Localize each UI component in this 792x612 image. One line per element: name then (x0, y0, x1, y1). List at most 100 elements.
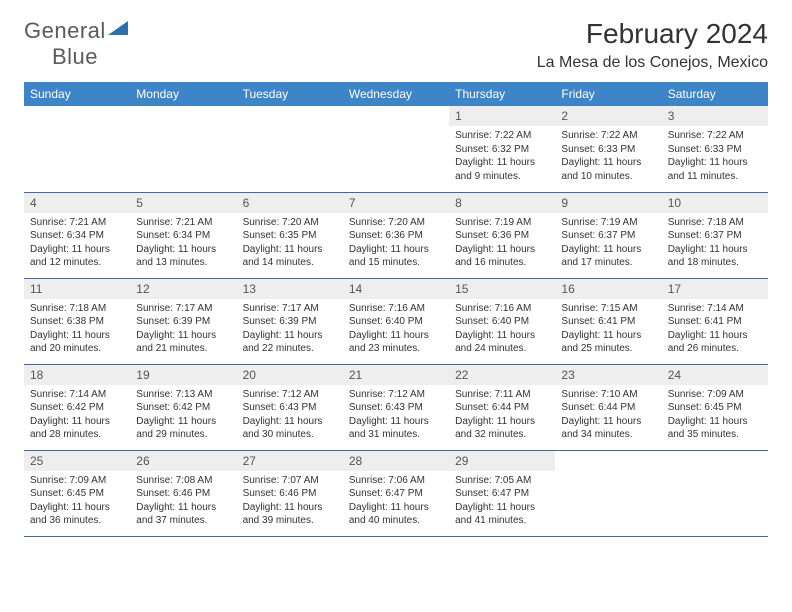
day-info: Sunrise: 7:15 AMSunset: 6:41 PMDaylight:… (555, 299, 661, 360)
sunset-text: Sunset: 6:41 PM (561, 315, 655, 329)
calendar-day-cell: 17Sunrise: 7:14 AMSunset: 6:41 PMDayligh… (662, 278, 768, 364)
daylight-text: Daylight: 11 hours and 17 minutes. (561, 243, 655, 270)
daylight-text: Daylight: 11 hours and 28 minutes. (30, 415, 124, 442)
calendar-day-cell: 8Sunrise: 7:19 AMSunset: 6:36 PMDaylight… (449, 192, 555, 278)
calendar-day-cell: 12Sunrise: 7:17 AMSunset: 6:39 PMDayligh… (130, 278, 236, 364)
calendar-week-row: 25Sunrise: 7:09 AMSunset: 6:45 PMDayligh… (24, 450, 768, 536)
day-info: Sunrise: 7:17 AMSunset: 6:39 PMDaylight:… (237, 299, 343, 360)
sunset-text: Sunset: 6:39 PM (136, 315, 230, 329)
sunset-text: Sunset: 6:40 PM (455, 315, 549, 329)
sunset-text: Sunset: 6:34 PM (30, 229, 124, 243)
sunrise-text: Sunrise: 7:11 AM (455, 388, 549, 402)
calendar-day-cell (237, 106, 343, 192)
day-info: Sunrise: 7:11 AMSunset: 6:44 PMDaylight:… (449, 385, 555, 446)
calendar-day-cell: 14Sunrise: 7:16 AMSunset: 6:40 PMDayligh… (343, 278, 449, 364)
calendar-day-cell: 13Sunrise: 7:17 AMSunset: 6:39 PMDayligh… (237, 278, 343, 364)
calendar-day-cell (555, 450, 661, 536)
header-row: General Blue February 2024 La Mesa de lo… (24, 18, 768, 72)
daylight-text: Daylight: 11 hours and 9 minutes. (455, 156, 549, 183)
sunset-text: Sunset: 6:47 PM (349, 487, 443, 501)
day-number: 14 (343, 279, 449, 299)
day-info: Sunrise: 7:22 AMSunset: 6:33 PMDaylight:… (662, 126, 768, 187)
day-number: 17 (662, 279, 768, 299)
weekday-header: Monday (130, 82, 236, 106)
calendar-day-cell: 29Sunrise: 7:05 AMSunset: 6:47 PMDayligh… (449, 450, 555, 536)
daylight-text: Daylight: 11 hours and 23 minutes. (349, 329, 443, 356)
sunrise-text: Sunrise: 7:22 AM (455, 129, 549, 143)
calendar-day-cell (343, 106, 449, 192)
logo-triangle-icon (108, 21, 128, 35)
day-number: 20 (237, 365, 343, 385)
day-info: Sunrise: 7:19 AMSunset: 6:37 PMDaylight:… (555, 213, 661, 274)
title-block: February 2024 La Mesa de los Conejos, Me… (537, 18, 768, 72)
sunrise-text: Sunrise: 7:19 AM (561, 216, 655, 230)
day-number: 10 (662, 193, 768, 213)
sunrise-text: Sunrise: 7:22 AM (668, 129, 762, 143)
sunrise-text: Sunrise: 7:09 AM (668, 388, 762, 402)
calendar-day-cell: 23Sunrise: 7:10 AMSunset: 6:44 PMDayligh… (555, 364, 661, 450)
calendar-day-cell: 1Sunrise: 7:22 AMSunset: 6:32 PMDaylight… (449, 106, 555, 192)
sunrise-text: Sunrise: 7:12 AM (349, 388, 443, 402)
weekday-header: Saturday (662, 82, 768, 106)
daylight-text: Daylight: 11 hours and 13 minutes. (136, 243, 230, 270)
calendar-day-cell: 20Sunrise: 7:12 AMSunset: 6:43 PMDayligh… (237, 364, 343, 450)
sunrise-text: Sunrise: 7:08 AM (136, 474, 230, 488)
day-info: Sunrise: 7:18 AMSunset: 6:38 PMDaylight:… (24, 299, 130, 360)
calendar-page: General Blue February 2024 La Mesa de lo… (0, 0, 792, 555)
day-number: 22 (449, 365, 555, 385)
daylight-text: Daylight: 11 hours and 22 minutes. (243, 329, 337, 356)
calendar-day-cell: 11Sunrise: 7:18 AMSunset: 6:38 PMDayligh… (24, 278, 130, 364)
day-number: 11 (24, 279, 130, 299)
day-number: 26 (130, 451, 236, 471)
day-info: Sunrise: 7:21 AMSunset: 6:34 PMDaylight:… (24, 213, 130, 274)
calendar-day-cell: 5Sunrise: 7:21 AMSunset: 6:34 PMDaylight… (130, 192, 236, 278)
day-number: 28 (343, 451, 449, 471)
sunrise-text: Sunrise: 7:12 AM (243, 388, 337, 402)
sunset-text: Sunset: 6:42 PM (136, 401, 230, 415)
day-number: 27 (237, 451, 343, 471)
calendar-day-cell: 4Sunrise: 7:21 AMSunset: 6:34 PMDaylight… (24, 192, 130, 278)
calendar-day-cell (130, 106, 236, 192)
calendar-day-cell: 19Sunrise: 7:13 AMSunset: 6:42 PMDayligh… (130, 364, 236, 450)
calendar-day-cell (662, 450, 768, 536)
sunrise-text: Sunrise: 7:15 AM (561, 302, 655, 316)
sunset-text: Sunset: 6:39 PM (243, 315, 337, 329)
calendar-day-cell: 16Sunrise: 7:15 AMSunset: 6:41 PMDayligh… (555, 278, 661, 364)
day-number: 18 (24, 365, 130, 385)
day-number: 29 (449, 451, 555, 471)
calendar-day-cell: 21Sunrise: 7:12 AMSunset: 6:43 PMDayligh… (343, 364, 449, 450)
day-info: Sunrise: 7:20 AMSunset: 6:36 PMDaylight:… (343, 213, 449, 274)
day-number: 8 (449, 193, 555, 213)
day-number: 9 (555, 193, 661, 213)
day-info: Sunrise: 7:12 AMSunset: 6:43 PMDaylight:… (343, 385, 449, 446)
day-info: Sunrise: 7:18 AMSunset: 6:37 PMDaylight:… (662, 213, 768, 274)
sunset-text: Sunset: 6:42 PM (30, 401, 124, 415)
daylight-text: Daylight: 11 hours and 10 minutes. (561, 156, 655, 183)
day-info: Sunrise: 7:16 AMSunset: 6:40 PMDaylight:… (343, 299, 449, 360)
day-number: 12 (130, 279, 236, 299)
daylight-text: Daylight: 11 hours and 21 minutes. (136, 329, 230, 356)
month-title: February 2024 (537, 18, 768, 50)
daylight-text: Daylight: 11 hours and 40 minutes. (349, 501, 443, 528)
daylight-text: Daylight: 11 hours and 32 minutes. (455, 415, 549, 442)
day-number: 19 (130, 365, 236, 385)
day-info: Sunrise: 7:07 AMSunset: 6:46 PMDaylight:… (237, 471, 343, 532)
weekday-header: Wednesday (343, 82, 449, 106)
sunrise-text: Sunrise: 7:18 AM (30, 302, 124, 316)
daylight-text: Daylight: 11 hours and 36 minutes. (30, 501, 124, 528)
calendar-day-cell: 24Sunrise: 7:09 AMSunset: 6:45 PMDayligh… (662, 364, 768, 450)
logo-text-2: Blue (52, 44, 98, 69)
sunset-text: Sunset: 6:33 PM (668, 143, 762, 157)
sunset-text: Sunset: 6:44 PM (561, 401, 655, 415)
sunset-text: Sunset: 6:47 PM (455, 487, 549, 501)
day-number: 13 (237, 279, 343, 299)
calendar-day-cell: 9Sunrise: 7:19 AMSunset: 6:37 PMDaylight… (555, 192, 661, 278)
weekday-header: Tuesday (237, 82, 343, 106)
sunset-text: Sunset: 6:34 PM (136, 229, 230, 243)
day-info: Sunrise: 7:09 AMSunset: 6:45 PMDaylight:… (662, 385, 768, 446)
location-label: La Mesa de los Conejos, Mexico (537, 54, 768, 72)
calendar-day-cell: 3Sunrise: 7:22 AMSunset: 6:33 PMDaylight… (662, 106, 768, 192)
sunrise-text: Sunrise: 7:16 AM (455, 302, 549, 316)
calendar-header: SundayMondayTuesdayWednesdayThursdayFrid… (24, 82, 768, 106)
day-info: Sunrise: 7:17 AMSunset: 6:39 PMDaylight:… (130, 299, 236, 360)
